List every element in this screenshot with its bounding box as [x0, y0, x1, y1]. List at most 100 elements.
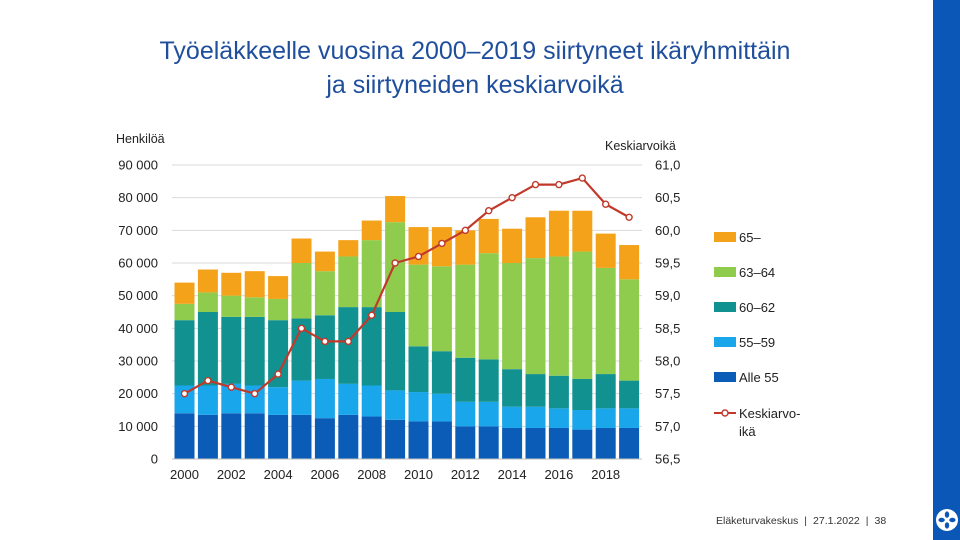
- bar-segment: [502, 369, 523, 407]
- y-tick-label: 0: [151, 452, 158, 467]
- legend-label: ikä: [739, 424, 756, 439]
- legend-label: 55–59: [739, 335, 775, 350]
- bar-segment: [314, 418, 335, 459]
- bar-segment: [595, 408, 616, 428]
- x-tick-label: 2014: [498, 467, 527, 482]
- footer-divider: |: [804, 515, 808, 527]
- right-axis-title: Keskiarvoikä: [605, 139, 676, 153]
- average-age-point: [625, 213, 633, 221]
- average-age-point: [204, 376, 212, 385]
- y2-tick-label: 57,5: [655, 386, 680, 401]
- bar-segment: [291, 380, 312, 415]
- bar-segment: [525, 427, 546, 459]
- bar-segment: [525, 374, 546, 407]
- bar-segment: [244, 271, 265, 298]
- bar-segment: [174, 282, 195, 304]
- bar-segment: [548, 256, 569, 376]
- x-tick-label: 2016: [544, 467, 573, 482]
- bar-segment: [385, 390, 406, 420]
- gridlines: [172, 164, 642, 427]
- average-age-point: [414, 252, 423, 261]
- bar-segment: [268, 276, 289, 299]
- bar-segment: [174, 320, 195, 386]
- average-age-point: [508, 193, 516, 202]
- bar-segment: [221, 383, 242, 414]
- average-age-point: [297, 324, 306, 333]
- legend-line-marker: [721, 409, 729, 417]
- average-age-point: [368, 311, 376, 319]
- bar-segment: [221, 413, 242, 459]
- bar-segment: [197, 292, 218, 312]
- bar-segment: [455, 426, 476, 459]
- title-line-2: ja siirtyneiden keskiarvoikä: [326, 71, 624, 99]
- bar-segment: [174, 413, 195, 459]
- y2-tick-label: 61,0: [655, 158, 680, 173]
- footer: Eläketurvakeskus | 27.1.2022 | 38: [716, 515, 886, 527]
- y2-tick-label: 57,0: [655, 419, 680, 434]
- bar-segment: [548, 210, 569, 257]
- bar-segment: [548, 408, 569, 428]
- bar-segment: [408, 346, 429, 393]
- average-age-line: [180, 174, 633, 398]
- bar-segment: [244, 297, 265, 317]
- average-age-point: [485, 207, 493, 215]
- average-age-point: [344, 337, 352, 346]
- average-age-point: [461, 226, 469, 235]
- bar-segment: [525, 217, 546, 259]
- bar-segment: [595, 427, 616, 459]
- bar-segment: [502, 406, 523, 428]
- average-age-point: [227, 383, 236, 391]
- bar-segment: [385, 312, 406, 391]
- logo-flower-icon: [936, 509, 958, 531]
- bar-segment: [291, 318, 312, 381]
- bar-segment: [244, 413, 265, 459]
- bar-segment: [268, 298, 289, 321]
- footer-page-number: 38: [874, 515, 887, 527]
- bar-segment: [314, 378, 335, 419]
- bar-segment: [408, 392, 429, 422]
- y-tick-label: 30 000: [118, 354, 158, 369]
- bar-segment: [478, 253, 499, 360]
- bar-segment: [221, 316, 242, 384]
- y-tick-label: 80 000: [118, 190, 158, 205]
- average-age-point: [250, 389, 259, 398]
- y2-tick-label: 60,0: [655, 223, 680, 238]
- bar-segment: [408, 264, 429, 347]
- bar-segment: [408, 421, 429, 459]
- bar-segment: [572, 210, 593, 252]
- x-tick-label: 2018: [591, 467, 620, 482]
- x-tick-label: 2006: [310, 467, 339, 482]
- bar-segment: [268, 414, 289, 459]
- bar-segment: [572, 251, 593, 379]
- bar-segment: [619, 427, 640, 459]
- bar-segment: [338, 256, 359, 308]
- bar-segment: [221, 295, 242, 317]
- legend-swatch: [714, 267, 736, 277]
- bar-segment: [502, 263, 523, 370]
- bar-segment: [361, 220, 382, 241]
- slide-title: Työeläkkeelle vuosina 2000–2019 siirtyne…: [40, 34, 910, 102]
- bar-segment: [619, 245, 640, 280]
- bar-segment: [572, 378, 593, 410]
- footer-org: Eläketurvakeskus: [716, 515, 799, 527]
- bar-segment: [455, 264, 476, 358]
- bar-segment: [291, 263, 312, 319]
- bar-segment: [314, 315, 335, 379]
- legend-swatch: [714, 337, 736, 347]
- bar-segment: [619, 408, 640, 428]
- bar-segment: [361, 307, 382, 386]
- bar-segment: [525, 258, 546, 375]
- average-age-point: [274, 370, 282, 378]
- bar-segment: [478, 426, 499, 459]
- average-age-point: [438, 239, 446, 248]
- bar-segment: [338, 240, 359, 257]
- bar-segment: [572, 429, 593, 459]
- average-age-point: [531, 180, 540, 189]
- bar-segment: [314, 271, 335, 316]
- bar-segment: [478, 401, 499, 427]
- x-tick-label: 2000: [170, 467, 199, 482]
- y-tick-label: 10 000: [118, 419, 158, 434]
- y2-tick-label: 58,5: [655, 321, 680, 336]
- bar-segment: [314, 251, 335, 272]
- bar-segment: [431, 266, 452, 352]
